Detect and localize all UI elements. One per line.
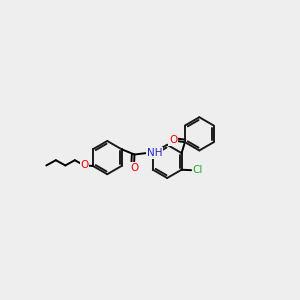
Text: Cl: Cl xyxy=(193,165,203,175)
Text: NH: NH xyxy=(147,148,162,158)
Text: O: O xyxy=(169,135,177,145)
Text: O: O xyxy=(130,163,138,173)
Text: O: O xyxy=(80,160,88,170)
